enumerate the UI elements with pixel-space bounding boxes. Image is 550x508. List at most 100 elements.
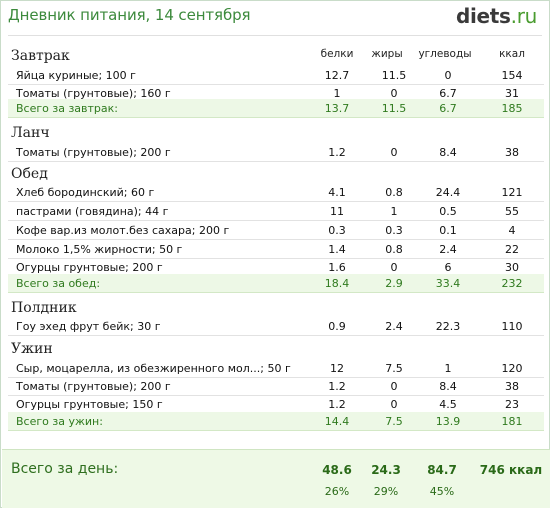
food-protein: 1.6	[328, 261, 346, 274]
food-fat: 0	[390, 380, 398, 393]
food-kcal: 154	[501, 69, 523, 82]
total-label: Всего за ужин:	[16, 415, 103, 428]
total-fat: 11.5	[381, 102, 407, 115]
col-fat: жиры	[371, 48, 403, 60]
column-headers: белки жиры углеводы ккал	[1, 48, 550, 64]
food-carbs: 8.4	[439, 146, 457, 159]
col-carbs: углеводы	[418, 48, 472, 60]
food-name: Огурцы грунтовые; 200 г	[16, 261, 163, 274]
food-name: Томаты (грунтовые); 200 г	[16, 380, 171, 393]
food-carbs: 22.3	[435, 320, 461, 333]
food-protein: 1.2	[328, 398, 346, 411]
meal-title-breakfast: Завтрак	[11, 48, 70, 64]
meal-total-row: Всего за обед: 18.4 2.9 33.4 232	[8, 274, 544, 293]
food-protein: 12	[330, 362, 344, 375]
food-row[interactable]: Томаты (грунтовые); 200 г 1.2 0 8.4 38	[8, 377, 544, 396]
header-divider	[8, 35, 542, 36]
food-fat: 0	[390, 261, 398, 274]
food-carbs: 0.1	[439, 224, 457, 237]
food-carbs: 4.5	[439, 398, 457, 411]
food-row[interactable]: Молоко 1,5% жирности; 50 г 1.4 0.8 2.4 2…	[8, 240, 544, 259]
food-row[interactable]: пастрами (говядина); 44 г 11 1 0.5 55	[8, 202, 544, 221]
day-total-panel: Всего за день: 48.6 24.3 84.7 746 ккал 2…	[2, 449, 550, 508]
logo-tld: .ru	[510, 4, 538, 28]
total-protein: 18.4	[324, 277, 350, 290]
food-carbs: 24.4	[435, 186, 461, 199]
day-protein: 48.6	[322, 463, 352, 477]
day-total-label: Всего за день:	[11, 461, 119, 477]
food-row[interactable]: Томаты (грунтовые); 200 г 1.2 0 8.4 38	[8, 143, 544, 162]
food-fat: 0	[390, 398, 398, 411]
food-fat: 0.8	[385, 243, 403, 256]
food-carbs: 6.7	[439, 87, 457, 100]
food-row[interactable]: Яйца куриные; 100 г 12.7 11.5 0 154	[8, 66, 544, 85]
meal-title-lunch: Ланч	[11, 125, 50, 141]
total-protein: 14.4	[324, 415, 350, 428]
food-carbs: 8.4	[439, 380, 457, 393]
total-carbs: 33.4	[435, 277, 461, 290]
food-kcal: 38	[505, 146, 519, 159]
food-name: Томаты (грунтовые); 160 г	[16, 87, 171, 100]
total-fat: 7.5	[385, 415, 403, 428]
food-protein: 11	[330, 205, 344, 218]
food-row[interactable]: Кофе вар.из молот.без сахара; 200 г 0.3 …	[8, 221, 544, 240]
food-name: Молоко 1,5% жирности; 50 г	[16, 243, 183, 256]
logo-main: diets	[455, 4, 511, 28]
food-name: Яйца куриные; 100 г	[16, 69, 136, 82]
food-name: Хлеб бородинский; 60 г	[16, 186, 155, 199]
food-carbs: 0.5	[439, 205, 457, 218]
food-kcal: 31	[505, 87, 519, 100]
day-kcal: 746 ккал	[479, 463, 543, 477]
food-name: Огурцы грунтовые; 150 г	[16, 398, 163, 411]
day-carbs: 84.7	[427, 463, 457, 477]
site-logo[interactable]: diets.ru	[456, 4, 537, 28]
food-kcal: 23	[505, 398, 519, 411]
page-title: Дневник питания, 14 сентября	[8, 6, 251, 24]
food-protein: 1.2	[328, 380, 346, 393]
food-carbs: 1	[444, 362, 452, 375]
food-fat: 2.4	[385, 320, 403, 333]
col-kcal: ккал	[499, 48, 525, 60]
food-name: Гоу эхед фрут бейк; 30 г	[16, 320, 161, 333]
food-fat: 1	[390, 205, 398, 218]
col-protein: белки	[320, 48, 354, 60]
total-label: Всего за завтрак:	[16, 102, 119, 115]
meal-title-snack: Полдник	[11, 300, 77, 316]
food-carbs: 0	[444, 69, 452, 82]
food-fat: 0	[390, 87, 398, 100]
day-fat: 24.3	[371, 463, 401, 477]
total-kcal: 232	[501, 277, 523, 290]
day-fat-percent: 29%	[373, 485, 399, 498]
food-name: Кофе вар.из молот.без сахара; 200 г	[16, 224, 230, 237]
food-kcal: 110	[501, 320, 523, 333]
food-row[interactable]: Хлеб бородинский; 60 г 4.1 0.8 24.4 121	[8, 183, 544, 202]
food-carbs: 6	[444, 261, 452, 274]
total-kcal: 185	[501, 102, 523, 115]
food-fat: 7.5	[385, 362, 403, 375]
food-kcal: 121	[501, 186, 523, 199]
food-kcal: 55	[505, 205, 519, 218]
food-kcal: 4	[508, 224, 516, 237]
food-row[interactable]: Сыр, моцарелла, из обезжиренного мол...;…	[8, 359, 544, 378]
meal-total-row: Всего за ужин: 14.4 7.5 13.9 181	[8, 412, 544, 431]
food-protein: 12.7	[324, 69, 350, 82]
meal-title-obed: Обед	[11, 166, 48, 182]
food-kcal: 30	[505, 261, 519, 274]
day-protein-percent: 26%	[324, 485, 350, 498]
food-protein: 1	[333, 87, 341, 100]
total-protein: 13.7	[324, 102, 350, 115]
food-fat: 0.8	[385, 186, 403, 199]
food-kcal: 22	[505, 243, 519, 256]
total-kcal: 181	[501, 415, 523, 428]
total-label: Всего за обед:	[16, 277, 101, 290]
food-fat: 0	[390, 146, 398, 159]
food-protein: 0.3	[328, 224, 346, 237]
food-kcal: 38	[505, 380, 519, 393]
food-protein: 4.1	[328, 186, 346, 199]
food-fat: 0.3	[385, 224, 403, 237]
meal-total-row: Всего за завтрак: 13.7 11.5 6.7 185	[8, 99, 544, 118]
food-fat: 11.5	[381, 69, 407, 82]
total-carbs: 13.9	[435, 415, 461, 428]
food-row[interactable]: Гоу эхед фрут бейк; 30 г 0.9 2.4 22.3 11…	[8, 317, 544, 336]
